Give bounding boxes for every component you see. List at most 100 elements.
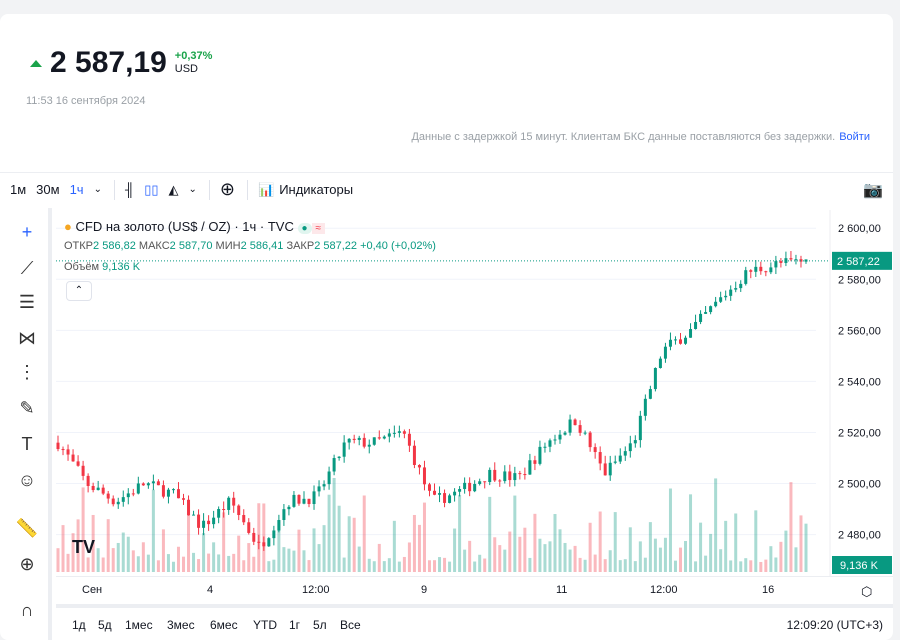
range-1y[interactable]: 1г xyxy=(289,618,301,632)
candle xyxy=(197,514,201,528)
volume-bar xyxy=(714,478,718,572)
candle xyxy=(518,473,522,475)
volume-bar xyxy=(242,560,246,572)
volume-bar xyxy=(337,505,341,572)
emoji-icon[interactable]: ☺ xyxy=(17,470,37,490)
candle xyxy=(719,297,723,302)
zoom-icon[interactable]: ⊕ xyxy=(19,554,35,574)
candle xyxy=(66,449,70,455)
ruler-icon[interactable]: 📏 xyxy=(15,518,39,538)
range-3m[interactable]: 3мес xyxy=(167,618,195,632)
bar-chart-icon[interactable]: ╢ xyxy=(124,182,135,197)
indicators-icon[interactable]: 📊 xyxy=(258,181,275,197)
low-label: МИН xyxy=(215,240,241,252)
volume-bar xyxy=(709,533,713,572)
candle xyxy=(548,440,552,447)
range-6m[interactable]: 6мес xyxy=(210,618,238,632)
change-percent: +0,37% xyxy=(174,50,213,62)
settings-icon[interactable]: ⬡ xyxy=(861,584,873,599)
last-volume-label: 9,136 K xyxy=(840,560,879,572)
brush-icon[interactable]: ✎ xyxy=(19,398,35,418)
volume-bar xyxy=(598,511,602,572)
area-chart-icon[interactable]: ◭ xyxy=(168,181,179,197)
volume-bar xyxy=(764,559,768,572)
candle xyxy=(392,432,396,434)
volume-bar xyxy=(518,536,522,572)
range-5d[interactable]: 5д xyxy=(98,618,112,632)
candle xyxy=(427,484,431,491)
volume-bar xyxy=(372,561,376,572)
volume-bar xyxy=(217,554,221,572)
time-axis[interactable]: Сен 4 12:00 9 11 12:00 16 ⬡ xyxy=(56,576,893,602)
magnet-icon[interactable]: ∩ xyxy=(20,600,34,620)
indicators-button[interactable]: Индикаторы xyxy=(279,182,354,197)
range-5y[interactable]: 5л xyxy=(313,618,327,632)
trend-line-icon[interactable]: ⟋ xyxy=(20,258,34,278)
range-1m[interactable]: 1мес xyxy=(125,618,153,632)
candle xyxy=(272,530,276,539)
interval-1h[interactable]: 1ч xyxy=(69,182,84,197)
collapse-legend-button[interactable]: ⌃ xyxy=(66,281,92,301)
camera-icon[interactable]: 📷 xyxy=(863,181,883,199)
volume-bar xyxy=(121,532,125,572)
candle xyxy=(558,434,562,440)
candle xyxy=(182,498,186,500)
range-all[interactable]: Все xyxy=(340,618,361,632)
interval-1m[interactable]: 1м xyxy=(10,182,27,197)
volume-bar xyxy=(633,561,637,572)
volume-bar xyxy=(658,547,662,572)
interval-30m[interactable]: 30м xyxy=(36,182,60,197)
text-icon[interactable]: T xyxy=(21,434,33,454)
volume-bar xyxy=(648,522,652,572)
volume-bar xyxy=(377,543,381,572)
volume-bar xyxy=(267,561,271,572)
volume-bar xyxy=(176,546,180,572)
volume-bar xyxy=(623,559,627,572)
volume-bar xyxy=(151,489,155,572)
currency: USD xyxy=(174,63,199,75)
candle xyxy=(623,451,627,456)
candle xyxy=(588,432,592,448)
add-compare-icon[interactable]: ⊕ xyxy=(219,179,235,199)
candles-icon[interactable]: ▯▯ xyxy=(144,181,159,197)
range-ytd[interactable]: YTD xyxy=(253,618,277,632)
candle xyxy=(337,456,341,459)
volume-bar xyxy=(272,559,276,572)
candle xyxy=(327,471,331,485)
candle xyxy=(653,368,657,390)
y-tick: 2 480,00 xyxy=(838,530,881,542)
volume-bar xyxy=(392,520,396,572)
volume-bar xyxy=(769,546,773,572)
volume-bar xyxy=(448,561,452,572)
candle xyxy=(292,494,296,507)
candle xyxy=(613,461,617,463)
candle xyxy=(192,514,196,516)
candle xyxy=(633,440,637,444)
x-tick: 12:00 xyxy=(650,584,678,596)
fib-icon[interactable]: ☰ xyxy=(18,292,36,312)
candle xyxy=(287,506,291,510)
candle xyxy=(277,519,281,531)
volume-bar xyxy=(719,549,723,572)
crosshair-icon[interactable]: + xyxy=(21,222,33,242)
prediction-icon[interactable]: ⋮ xyxy=(18,362,36,382)
volume-bar xyxy=(668,488,672,572)
candle xyxy=(593,447,597,453)
price-chart[interactable]: 2 600,00 2 580,00 2 560,00 2 540,00 2 520,00… xyxy=(56,210,893,576)
candle xyxy=(663,346,667,359)
range-1d[interactable]: 1д xyxy=(72,618,86,632)
login-link[interactable]: Войти xyxy=(839,131,870,143)
volume-bar xyxy=(673,560,677,572)
chevron-down-icon[interactable]: ⌄ xyxy=(93,184,102,195)
volume-bar xyxy=(81,487,85,572)
candle xyxy=(387,433,391,437)
chevron-down-icon[interactable]: ⌄ xyxy=(188,184,197,195)
candle xyxy=(242,515,246,523)
volume-bar xyxy=(412,514,416,572)
candle xyxy=(673,339,677,341)
candle xyxy=(458,489,462,492)
candle xyxy=(377,437,381,439)
volume-bar xyxy=(347,516,351,572)
pattern-icon[interactable]: ⋈ xyxy=(18,328,36,348)
candle xyxy=(131,493,135,495)
